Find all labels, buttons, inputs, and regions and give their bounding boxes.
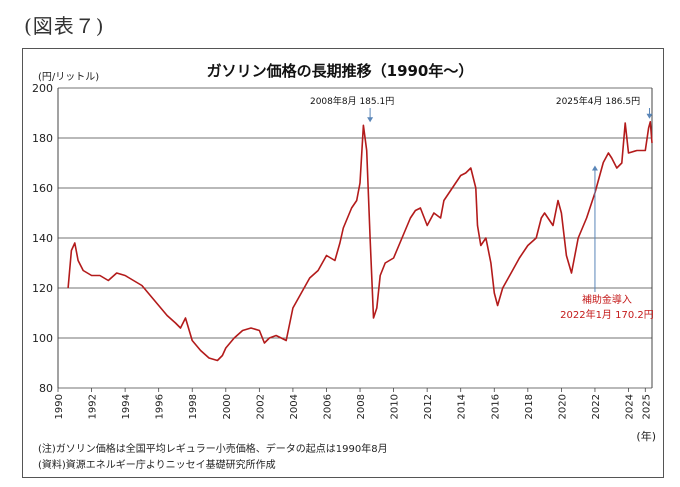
y-tick-label: 140	[32, 232, 53, 245]
chart-source: (資料)資源エネルギー庁よりニッセイ基礎研究所作成	[38, 460, 276, 471]
annotation-2008-peak: 2008年8月 185.1円	[310, 95, 394, 107]
x-tick-label: 2012	[423, 394, 434, 419]
annotation-2025-peak: 2025年4月 186.5円	[556, 95, 640, 107]
x-tick-label: 2016	[490, 394, 501, 419]
figure-label: (図表７)	[24, 14, 105, 38]
y-tick-label: 180	[32, 132, 53, 145]
x-tick-label: 2000	[222, 394, 233, 419]
x-tick-label: 2006	[322, 394, 333, 419]
x-tick-label: 1996	[155, 394, 166, 419]
y-tick-label: 80	[39, 382, 53, 395]
x-tick-label: 2014	[457, 394, 468, 419]
x-tick-label: 2008	[356, 394, 367, 419]
y-tick-label: 160	[32, 182, 53, 195]
x-tick-label: 2004	[289, 394, 300, 419]
x-tick-label: 2018	[524, 394, 535, 419]
x-tick-label: 2002	[255, 394, 266, 419]
y-tick-label: 200	[32, 82, 53, 95]
chart-frame	[22, 48, 664, 478]
x-tick-label: 2020	[557, 394, 568, 419]
gasoline-price-line-0	[67, 121, 653, 362]
x-tick-label: 1994	[121, 394, 132, 419]
annotation-subsidy-arrow	[591, 165, 598, 171]
annotation-subsidy-label: 補助金導入	[582, 293, 632, 306]
y-axis-label: (円/リットル)	[38, 72, 99, 83]
x-tick-label: 2010	[390, 394, 401, 419]
chart-title: ガソリン価格の長期推移（1990年～）	[207, 62, 474, 80]
x-tick-label: 2022	[591, 394, 602, 419]
x-tick-label: 1992	[88, 394, 99, 419]
annotation-2025-arrow	[646, 113, 653, 119]
annotation-subsidy-value: 2022年1月 170.2円	[560, 308, 654, 321]
y-tick-label: 100	[32, 332, 53, 345]
chart-note: (注)ガソリン価格は全国平均レギュラー小売価格、データの起点は1990年8月	[38, 444, 388, 455]
x-axis-label: (年)	[636, 429, 656, 443]
x-tick-label: 2024	[625, 394, 636, 419]
y-tick-label: 120	[32, 282, 53, 295]
x-tick-label: 1990	[54, 394, 65, 419]
x-tick-label: 2025	[641, 394, 652, 419]
x-tick-label: 1998	[188, 394, 199, 419]
annotation-2008-arrow	[367, 117, 374, 123]
